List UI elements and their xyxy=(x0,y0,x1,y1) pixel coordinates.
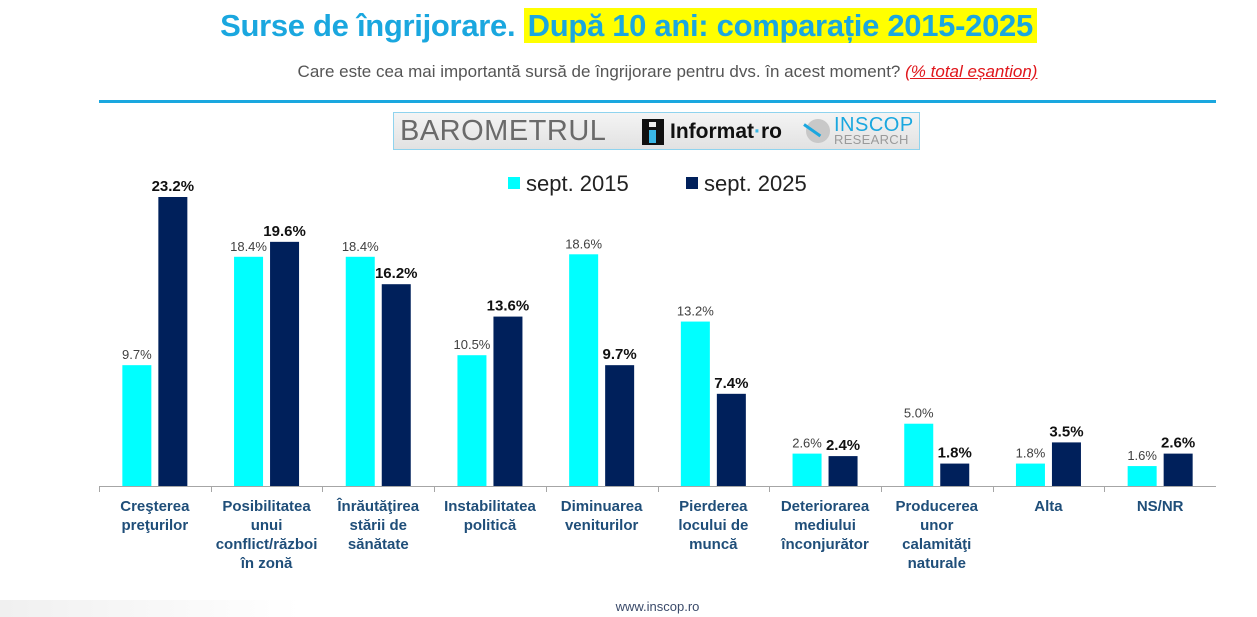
data-label-2025: 13.6% xyxy=(487,298,530,315)
bar-2015 xyxy=(122,365,152,486)
data-label-2025: 19.6% xyxy=(263,223,306,240)
category-label: preţurilor xyxy=(122,517,189,534)
bar-2015 xyxy=(1127,466,1157,486)
category-label: locului de xyxy=(678,517,748,534)
category-label: Deteriorarea xyxy=(781,498,870,515)
category-label: unor xyxy=(920,517,953,534)
title-highlight: După 10 ani: comparație 2015-2025 xyxy=(523,8,1037,43)
data-label-2025: 2.4% xyxy=(826,437,860,454)
data-label-2015: 10.5% xyxy=(454,337,491,352)
chart-title: Surse de îngrijorare. După 10 ani: compa… xyxy=(0,6,1257,46)
category-label: Creşterea xyxy=(120,498,190,515)
bar-2015 xyxy=(234,256,264,486)
barometer-logo-banner: BAROMETRUL Informat·ro INSCOP RESEARCH xyxy=(393,112,920,150)
bar-2015 xyxy=(457,355,487,486)
category-label: Posibilitatea xyxy=(222,498,311,515)
header-divider xyxy=(99,100,1216,103)
data-label-2015: 1.6% xyxy=(1127,448,1157,463)
bar-2025 xyxy=(270,241,300,486)
legend-swatch-2015 xyxy=(508,177,520,189)
chart-legend: sept. 2015 sept. 2025 xyxy=(0,170,1257,200)
category-label: muncă xyxy=(689,536,738,553)
data-label-2025: 7.4% xyxy=(714,375,748,392)
bar-2015 xyxy=(345,256,375,486)
category-label: unui xyxy=(251,517,283,534)
category-label: Alta xyxy=(1034,498,1063,515)
bar-2025 xyxy=(716,393,746,486)
bar-2025 xyxy=(1163,453,1193,486)
bar-2025 xyxy=(1051,442,1081,486)
bar-2025 xyxy=(828,456,858,486)
data-label-2025: 9.7% xyxy=(603,346,637,363)
inscop-research: RESEARCH xyxy=(834,132,909,147)
bar-2025 xyxy=(493,316,523,486)
chart-subtitle: Care este cea mai importantă sursă de în… xyxy=(0,62,1257,82)
data-label-2025: 23.2% xyxy=(152,178,195,195)
informat-tld: ro xyxy=(761,120,782,143)
data-label-2025: 16.2% xyxy=(375,265,418,282)
bar-2025 xyxy=(158,197,188,486)
footer-fade xyxy=(0,600,300,617)
legend-item-2015: sept. 2015 xyxy=(508,170,629,198)
legend-label-2025: sept. 2025 xyxy=(704,171,807,196)
data-label-2025: 2.6% xyxy=(1161,435,1195,452)
category-label: politică xyxy=(464,517,517,534)
informat-name: Informat xyxy=(670,120,754,143)
category-label: mediului xyxy=(794,517,856,534)
informat-i-icon xyxy=(642,119,664,145)
category-label: Diminuarea xyxy=(561,498,643,515)
category-label: NS/NR xyxy=(1137,498,1184,515)
legend-label-2015: sept. 2015 xyxy=(526,171,629,196)
data-label-2025: 1.8% xyxy=(938,445,972,462)
category-label: stării de xyxy=(349,517,407,534)
informat-dot: · xyxy=(754,120,761,143)
bar-2015 xyxy=(792,453,822,486)
category-label: veniturilor xyxy=(565,517,639,534)
data-label-2015: 5.0% xyxy=(904,406,934,421)
category-label: conflict/război xyxy=(216,536,318,553)
data-label-2025: 3.5% xyxy=(1049,423,1083,440)
bar-2025 xyxy=(940,463,970,486)
category-label: Instabilitatea xyxy=(444,498,536,515)
data-label-2015: 18.6% xyxy=(565,236,602,251)
category-label: Producerea xyxy=(895,498,978,515)
category-label: în zonă xyxy=(240,555,293,572)
footer-url: www.inscop.ro xyxy=(615,599,700,614)
data-label-2015: 18.4% xyxy=(230,239,267,254)
bar-2015 xyxy=(569,254,599,486)
category-label: calamităţi xyxy=(902,536,971,553)
category-label: naturale xyxy=(908,555,966,572)
data-label-2015: 13.2% xyxy=(677,304,714,319)
title-main: Surse de îngrijorare. xyxy=(220,8,516,43)
bar-2015 xyxy=(680,321,710,486)
bar-2025 xyxy=(605,365,635,486)
bar-2015 xyxy=(1015,463,1045,486)
data-label-2015: 18.4% xyxy=(342,239,379,254)
data-label-2015: 2.6% xyxy=(792,436,822,451)
category-label: sănătate xyxy=(348,536,409,553)
bar-2025 xyxy=(381,284,411,486)
category-label: Pierderea xyxy=(679,498,748,515)
legend-item-2025: sept. 2025 xyxy=(686,170,807,198)
category-label: înconjurător xyxy=(780,536,869,553)
barometru-label: BAROMETRUL xyxy=(400,115,607,147)
bar-2015 xyxy=(904,423,934,486)
legend-swatch-2025 xyxy=(686,177,698,189)
inscop-name: INSCOP xyxy=(834,114,914,136)
informat-logo-text: Informat·ro xyxy=(670,120,782,144)
subtitle-note: (% total eșantion) xyxy=(905,62,1038,81)
category-label: Înrăutăţirea xyxy=(336,497,419,515)
data-label-2015: 9.7% xyxy=(122,347,152,362)
data-label-2015: 1.8% xyxy=(1016,446,1046,461)
subtitle-question: Care este cea mai importantă sursă de în… xyxy=(297,62,901,81)
